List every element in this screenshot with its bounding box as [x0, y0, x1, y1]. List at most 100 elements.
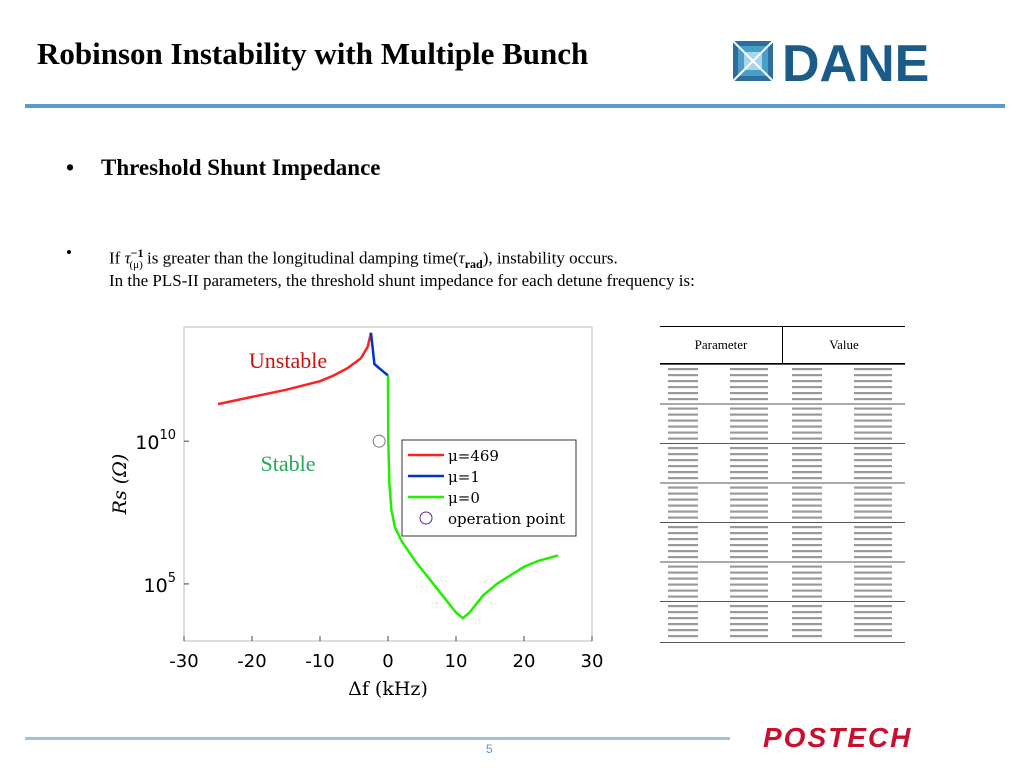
table-cell-illegible: [854, 629, 892, 632]
table-cell-illegible: [792, 498, 822, 501]
table-cell-illegible: [792, 556, 822, 559]
table-cell-illegible: [792, 510, 822, 513]
table-cell-illegible: [668, 431, 698, 434]
table-cell-illegible: [730, 425, 768, 428]
table-cell-illegible: [854, 419, 892, 422]
table-cell-illegible: [792, 538, 822, 541]
table-header: Parameter Value: [660, 326, 905, 364]
table-cell-illegible: [792, 571, 822, 574]
table-cell-illegible: [668, 510, 698, 513]
table-cell-illegible: [854, 589, 892, 592]
table-cell-illegible: [730, 623, 768, 626]
table-cell-illegible: [854, 605, 892, 608]
postech-logo: POSTECH: [763, 724, 910, 750]
table-cell-illegible: [730, 447, 768, 450]
table-cell-illegible: [730, 471, 768, 474]
table-cell-illegible: [730, 635, 768, 638]
table-cell-illegible: [792, 532, 822, 535]
table-cell-illegible: [730, 617, 768, 620]
table-cell-illegible: [730, 413, 768, 416]
table-cell-illegible: [668, 577, 698, 580]
series-line: [369, 332, 389, 377]
table-cell-illegible: [854, 571, 892, 574]
table-cell-illegible: [854, 550, 892, 553]
table-cell-illegible: [668, 629, 698, 632]
bullet-condition-line2: In the PLS-II parameters, the threshold …: [109, 271, 695, 290]
table-cell-illegible: [668, 386, 698, 389]
bullet-symbol-2: •: [66, 243, 72, 262]
x-tick-label: 10: [445, 651, 468, 672]
table-cell-illegible: [730, 629, 768, 632]
table-cell-illegible: [854, 368, 892, 371]
table-cell-illegible: [730, 459, 768, 462]
table-cell-illegible: [730, 595, 768, 598]
table-cell-illegible: [730, 565, 768, 568]
table-cell-illegible: [668, 504, 698, 507]
table-cell-illegible: [668, 459, 698, 462]
table-cell-illegible: [668, 398, 698, 401]
table-cell-illegible: [730, 611, 768, 614]
table-cell-illegible: [668, 623, 698, 626]
table-cell-illegible: [668, 392, 698, 395]
table-cell-illegible: [730, 477, 768, 480]
table-cell-illegible: [854, 556, 892, 559]
table-cell-illegible: [668, 589, 698, 592]
table-cell-illegible: [792, 471, 822, 474]
table-cell-illegible: [668, 544, 698, 547]
table-cell-illegible: [730, 465, 768, 468]
table-cell-illegible: [668, 498, 698, 501]
table-cell-illegible: [730, 605, 768, 608]
table-cell-illegible: [668, 538, 698, 541]
table-cell-illegible: [854, 526, 892, 529]
x-tick-label: -20: [237, 651, 266, 672]
table-body-illegible: [660, 364, 905, 643]
table-cell-illegible: [792, 407, 822, 410]
table-cell-illegible: [730, 516, 768, 519]
dane-logo-mark-icon: [732, 40, 774, 82]
table-cell-illegible: [730, 386, 768, 389]
table-cell-illegible: [730, 504, 768, 507]
table-cell-illegible: [792, 492, 822, 495]
bullet-symbol: •: [66, 155, 75, 180]
bottom-rule: [25, 737, 730, 740]
table-cell-illegible: [730, 544, 768, 547]
table-cell-illegible: [730, 374, 768, 377]
table-cell-illegible: [668, 453, 698, 456]
table-cell-illegible: [668, 595, 698, 598]
table-cell-illegible: [854, 486, 892, 489]
table-cell-illegible: [730, 486, 768, 489]
table-cell-illegible: [854, 459, 892, 462]
table-cell-illegible: [668, 492, 698, 495]
table-cell-illegible: [730, 431, 768, 434]
table-cell-illegible: [854, 437, 892, 440]
table-cell-illegible: [730, 571, 768, 574]
annotation-unstable: Unstable: [249, 348, 327, 373]
x-tick-label: 20: [513, 651, 536, 672]
table-cell-illegible: [792, 486, 822, 489]
table-cell-illegible: [792, 544, 822, 547]
table-cell-illegible: [792, 437, 822, 440]
table-cell-illegible: [792, 605, 822, 608]
table-cell-illegible: [854, 380, 892, 383]
table-cell-illegible: [668, 526, 698, 529]
top-rule: [25, 104, 1005, 108]
table-cell-illegible: [854, 398, 892, 401]
table-cell-illegible: [854, 431, 892, 434]
table-cell-illegible: [730, 583, 768, 586]
table-cell-illegible: [792, 453, 822, 456]
table-cell-illegible: [792, 611, 822, 614]
y-tick-label: 105: [144, 571, 176, 597]
table-cell-illegible: [730, 392, 768, 395]
bullet-threshold-text: Threshold Shunt Impedance: [101, 155, 381, 180]
table-cell-illegible: [668, 486, 698, 489]
x-tick-label: 0: [382, 651, 393, 672]
table-cell-illegible: [668, 605, 698, 608]
table-cell-illegible: [730, 498, 768, 501]
table-header-parameter: Parameter: [660, 327, 783, 363]
table-cell-illegible: [730, 368, 768, 371]
table-cell-illegible: [854, 510, 892, 513]
table-cell-illegible: [854, 447, 892, 450]
table-cell-illegible: [668, 550, 698, 553]
table-cell-illegible: [792, 504, 822, 507]
dane-logo-text: DANE: [782, 37, 929, 85]
